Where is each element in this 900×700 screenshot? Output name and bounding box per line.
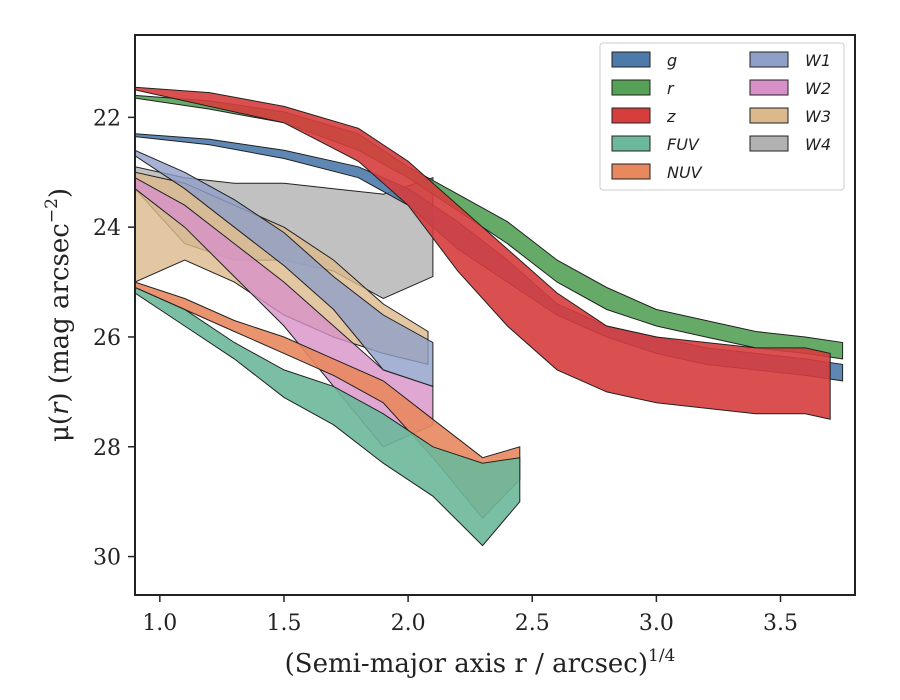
band-w1 xyxy=(135,149,434,388)
y-tick-label: 24 xyxy=(93,216,121,241)
y-tick-label: 28 xyxy=(93,436,121,461)
legend-swatch-nuv xyxy=(611,163,651,180)
legend-label-w4: W4 xyxy=(805,135,831,154)
x-axis-label-superscript: 1/4 xyxy=(648,646,675,666)
legend-label-g: g xyxy=(667,51,677,70)
bands-layer xyxy=(135,86,844,547)
y-axis-label: μ(r) (mag arcsec−2) xyxy=(42,188,75,442)
x-axis: 1.0 1.5 2.0 2.5 3.0 3.5 xyxy=(142,595,798,636)
x-tick-label: 2.5 xyxy=(515,611,550,636)
legend-swatch-g xyxy=(611,51,651,68)
legend-swatch-r xyxy=(611,79,651,96)
legend-swatch-w1 xyxy=(749,51,789,68)
x-tick-label: 1.0 xyxy=(142,611,177,636)
x-tick-label: 3.0 xyxy=(639,611,674,636)
x-tick-label: 3.5 xyxy=(763,611,798,636)
x-axis-label: (Semi-major axis r / arcsec)1/4 xyxy=(285,646,676,679)
band-fuv xyxy=(135,286,521,547)
x-tick-label: 2.0 xyxy=(391,611,426,636)
legend-swatch-w4 xyxy=(749,135,789,152)
legend-label-w2: W2 xyxy=(805,79,831,98)
y-tick-label: 22 xyxy=(93,106,121,131)
legend-label-fuv: FUV xyxy=(667,135,700,154)
band-z xyxy=(135,86,831,420)
legend-label-w1: W1 xyxy=(805,51,831,70)
legend-swatch-w2 xyxy=(749,79,789,96)
x-tick-label: 1.5 xyxy=(266,611,301,636)
plot-frame xyxy=(134,34,856,596)
y-axis: 22 24 26 28 30 xyxy=(93,106,135,571)
y-tick-label: 26 xyxy=(93,326,121,351)
legend-label-nuv: NUV xyxy=(667,163,703,182)
legend-label-w3: W3 xyxy=(805,107,831,126)
legend-swatch-fuv xyxy=(611,135,651,152)
legend-swatch-w3 xyxy=(749,107,789,124)
legend-swatch-z xyxy=(611,107,651,124)
legend-label-z: z xyxy=(666,107,676,126)
legend: grz FUV NUV W1 W2 W3 W4 xyxy=(599,42,845,191)
legend-label-r: r xyxy=(667,79,675,98)
y-tick-label: 30 xyxy=(93,546,121,571)
